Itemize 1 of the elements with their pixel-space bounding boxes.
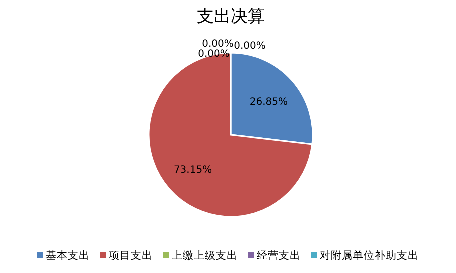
title: 支出决算 xyxy=(197,7,265,27)
